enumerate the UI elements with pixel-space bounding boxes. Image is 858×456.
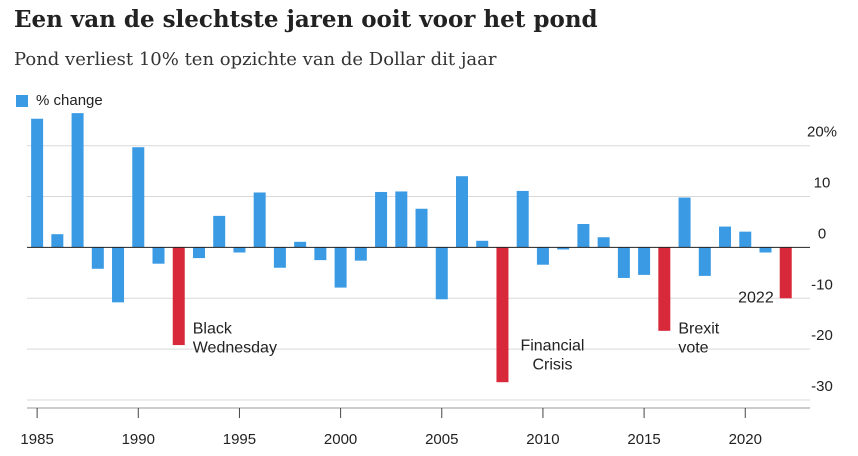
- y-tick-label: 0: [818, 225, 826, 242]
- annotation-1992: Black Wednesday: [193, 320, 277, 356]
- y-tick-label: 20%: [807, 124, 837, 141]
- bar-1987: [71, 113, 84, 248]
- legend: % change: [16, 92, 103, 109]
- bar-2011: [557, 247, 570, 250]
- bar-1998: [294, 241, 307, 248]
- y-tick-label: -10: [811, 276, 833, 293]
- annotation-line: Crisis: [532, 356, 572, 373]
- chart-title: Een van de slechtste jaren ooit voor het…: [14, 6, 598, 33]
- bar-2004: [415, 208, 428, 248]
- bar-1988: [91, 247, 104, 269]
- bar-2015: [638, 247, 651, 275]
- annotation-2022: 2022: [738, 289, 774, 306]
- y-tick-label: -20: [811, 327, 833, 344]
- bar-2006: [456, 176, 468, 248]
- bar-2001: [354, 247, 367, 261]
- bar-2018: [698, 247, 711, 276]
- x-tick-label: 2005: [425, 431, 458, 448]
- bar-2008: [496, 247, 509, 383]
- bar-2019: [719, 226, 732, 248]
- legend-label: % change: [36, 92, 103, 109]
- bar-2009: [516, 190, 529, 248]
- annotation-line: Wednesday: [193, 339, 277, 356]
- bar-1989: [112, 247, 125, 303]
- x-tick-label: 2010: [526, 431, 559, 448]
- y-tick-label: 10: [814, 175, 831, 192]
- annotation-line: Brexit: [678, 320, 719, 337]
- bar-1999: [314, 247, 327, 261]
- annotation-line: Black: [193, 320, 233, 337]
- annotation-2008: Financial Crisis: [520, 337, 584, 373]
- x-tick-label: 1985: [20, 431, 53, 448]
- bar-2020: [739, 231, 752, 248]
- bar-2002: [375, 191, 388, 248]
- bar-2007: [476, 240, 489, 248]
- bar-2012: [577, 224, 590, 248]
- bar-1997: [273, 247, 286, 268]
- bar-1990: [132, 147, 145, 248]
- bar-1992: [172, 247, 185, 346]
- bar-1986: [51, 234, 64, 248]
- bar-1991: [152, 247, 165, 264]
- bar-2022: [779, 247, 792, 299]
- annotation-line: Financial: [520, 337, 584, 354]
- annotation-line: vote: [678, 339, 708, 356]
- bar-2003: [395, 191, 408, 248]
- bar-1995: [233, 247, 246, 253]
- bar-2005: [435, 247, 448, 300]
- bar-2016: [658, 247, 671, 331]
- bar-1993: [192, 247, 205, 259]
- x-tick-label: 1995: [223, 431, 256, 448]
- annotation-line: 2022: [738, 289, 774, 306]
- bar-2021: [759, 247, 772, 253]
- x-tick-label: 1990: [122, 431, 155, 448]
- x-tick-label: 2020: [729, 431, 762, 448]
- chart-subtitle: Pond verliest 10% ten opzichte van de Do…: [14, 49, 497, 70]
- bar-1985: [31, 118, 44, 248]
- bar-1996: [253, 192, 266, 248]
- bar-2013: [597, 237, 610, 248]
- bar-2014: [617, 247, 630, 278]
- annotation-2016: Brexit vote: [678, 320, 719, 356]
- y-tick-label: -30: [811, 378, 833, 395]
- bar-2010: [536, 247, 549, 265]
- bar-1994: [213, 215, 226, 248]
- x-tick-label: 2000: [324, 431, 357, 448]
- bar-2017: [678, 197, 691, 248]
- x-tick-label: 2015: [627, 431, 660, 448]
- legend-swatch: [16, 94, 28, 107]
- bar-2000: [334, 247, 347, 288]
